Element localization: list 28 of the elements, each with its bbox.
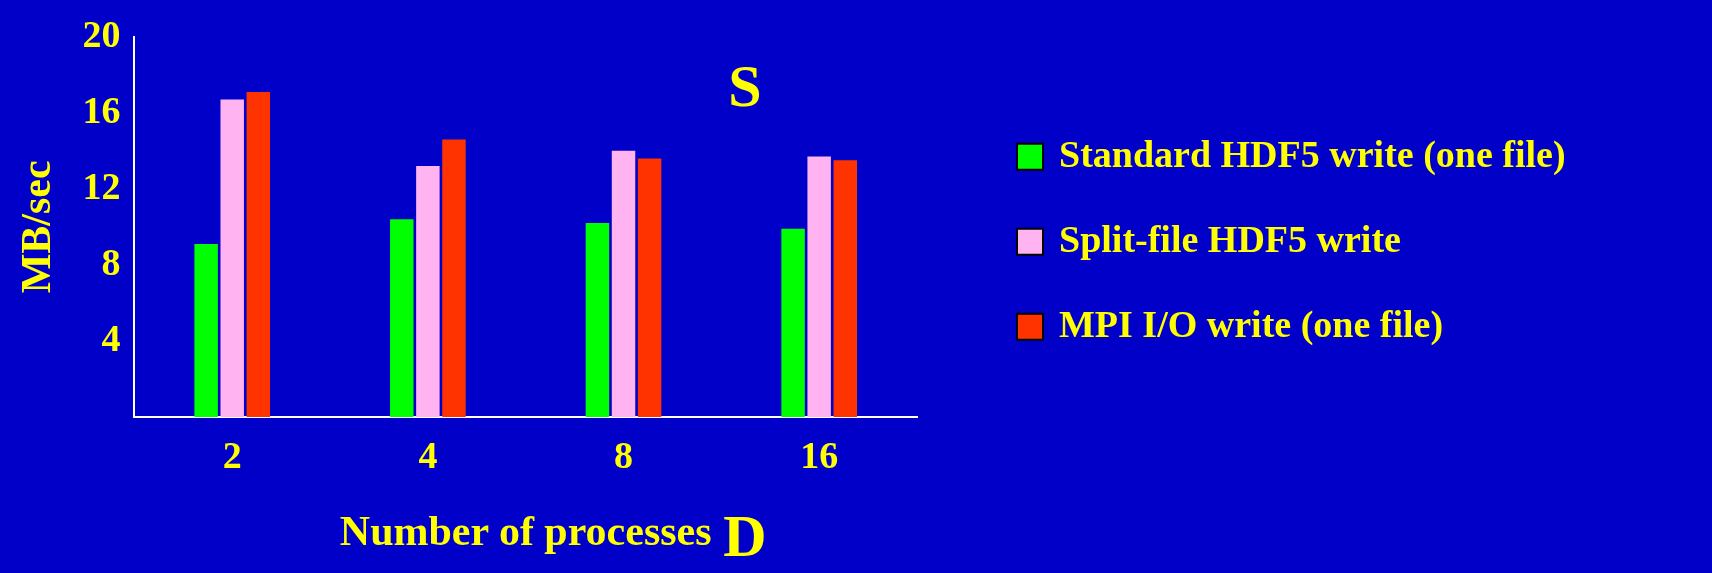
x-tick-label: 2 — [222, 433, 242, 476]
bar — [833, 160, 857, 417]
bar — [585, 223, 610, 417]
legend-label: Split-file HDF5 write — [1059, 217, 1401, 260]
legend-label: Standard HDF5 write (one file) — [1059, 132, 1566, 176]
bar — [781, 228, 805, 417]
x-tick-label: 8 — [614, 433, 634, 476]
x-tick-label: 4 — [418, 433, 438, 476]
x-tick-label: 16 — [800, 433, 839, 476]
bar — [416, 166, 440, 417]
x-axis-title: Number of processes — [339, 507, 712, 554]
y-tick-label: 20 — [82, 12, 121, 55]
annotation: S — [728, 52, 762, 119]
y-tick-label: 8 — [101, 240, 121, 283]
legend-label: MPI I/O write (one file) — [1059, 302, 1444, 346]
bar — [637, 158, 662, 417]
y-axis-title: MB/sec — [13, 160, 60, 294]
text: D — [723, 502, 767, 569]
y-tick-label: 12 — [82, 164, 121, 207]
bar — [442, 139, 466, 417]
bar — [807, 156, 831, 417]
bar — [611, 150, 636, 417]
y-tick-label: 16 — [82, 88, 121, 131]
bar — [390, 219, 414, 417]
bar — [194, 244, 218, 417]
bar — [246, 91, 271, 417]
bar — [220, 99, 244, 417]
y-tick-label: 4 — [101, 316, 121, 359]
